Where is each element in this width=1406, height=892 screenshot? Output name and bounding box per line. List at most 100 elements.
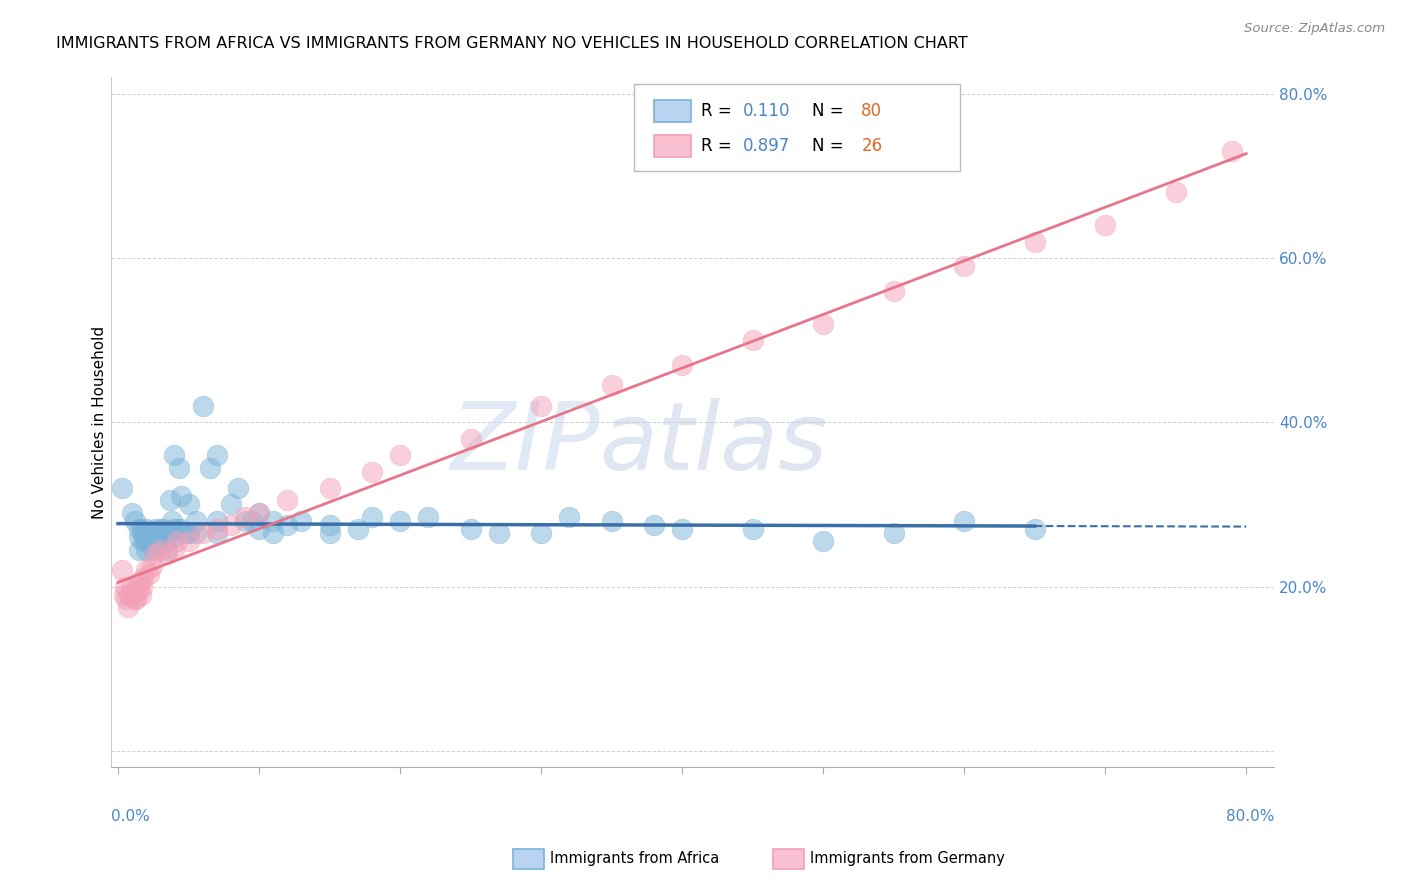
Point	[149, 530, 172, 544]
Point	[141, 559, 163, 574]
Point	[129, 588, 152, 602]
Point	[143, 547, 166, 561]
Point	[1024, 522, 1046, 536]
Point	[156, 542, 179, 557]
Point	[160, 514, 183, 528]
Point	[530, 399, 553, 413]
Point	[1164, 186, 1187, 200]
Point	[131, 522, 153, 536]
Point	[112, 588, 135, 602]
Point	[177, 526, 200, 541]
Point	[145, 526, 167, 541]
FancyBboxPatch shape	[654, 100, 692, 122]
Point	[136, 530, 159, 544]
Point	[135, 563, 157, 577]
Point	[389, 448, 412, 462]
Point	[811, 534, 834, 549]
Point	[118, 588, 141, 602]
Point	[163, 522, 186, 536]
Point	[318, 481, 340, 495]
Point	[156, 526, 179, 541]
Point	[671, 358, 693, 372]
Text: R =: R =	[700, 103, 737, 120]
Point	[883, 284, 905, 298]
Point	[138, 567, 160, 582]
Text: N =: N =	[813, 136, 849, 154]
Point	[134, 530, 156, 544]
Point	[142, 526, 165, 541]
Text: Source: ZipAtlas.com: Source: ZipAtlas.com	[1244, 22, 1385, 36]
Point	[741, 522, 763, 536]
Point	[167, 460, 190, 475]
Point	[146, 530, 169, 544]
Point	[262, 514, 284, 528]
Point	[460, 522, 482, 536]
Point	[811, 317, 834, 331]
Point	[150, 526, 173, 541]
Text: Immigrants from Germany: Immigrants from Germany	[810, 852, 1005, 866]
Point	[128, 542, 150, 557]
Point	[558, 509, 581, 524]
Point	[135, 542, 157, 557]
Text: 80.0%: 80.0%	[1226, 809, 1274, 823]
Point	[124, 591, 146, 606]
Point	[128, 522, 150, 536]
Point	[122, 583, 145, 598]
Point	[184, 514, 207, 528]
Point	[191, 399, 214, 413]
Point	[184, 526, 207, 541]
Point	[121, 580, 143, 594]
Point	[159, 493, 181, 508]
Point	[166, 534, 188, 549]
Point	[139, 530, 162, 544]
Point	[205, 522, 228, 536]
Text: 0.110: 0.110	[742, 103, 790, 120]
Point	[141, 534, 163, 549]
Point	[174, 526, 197, 541]
Point	[120, 588, 142, 602]
Point	[953, 260, 976, 274]
Point	[128, 530, 150, 544]
Point	[138, 534, 160, 549]
Point	[177, 534, 200, 549]
Text: N =: N =	[813, 103, 849, 120]
Point	[163, 530, 186, 544]
Point	[138, 526, 160, 541]
Point	[156, 547, 179, 561]
Point	[125, 591, 148, 606]
Point	[389, 514, 412, 528]
Point	[156, 534, 179, 549]
Point	[360, 509, 382, 524]
Point	[124, 514, 146, 528]
Point	[121, 506, 143, 520]
Point	[360, 465, 382, 479]
Text: ZIP: ZIP	[450, 398, 599, 489]
Y-axis label: No Vehicles in Household: No Vehicles in Household	[93, 326, 107, 519]
Point	[219, 498, 242, 512]
Point	[177, 498, 200, 512]
Point	[643, 518, 665, 533]
Point	[276, 518, 298, 533]
Point	[600, 378, 623, 392]
Text: 0.0%: 0.0%	[111, 809, 149, 823]
FancyBboxPatch shape	[634, 85, 960, 170]
Point	[111, 563, 134, 577]
Point	[132, 571, 155, 585]
Point	[149, 542, 172, 557]
Point	[276, 493, 298, 508]
Point	[163, 542, 186, 557]
Point	[132, 526, 155, 541]
Text: IMMIGRANTS FROM AFRICA VS IMMIGRANTS FROM GERMANY NO VEHICLES IN HOUSEHOLD CORRE: IMMIGRANTS FROM AFRICA VS IMMIGRANTS FRO…	[56, 36, 967, 51]
Point	[166, 522, 188, 536]
Point	[163, 448, 186, 462]
Point	[205, 526, 228, 541]
Point	[155, 530, 177, 544]
Point	[146, 534, 169, 549]
Point	[117, 600, 139, 615]
FancyBboxPatch shape	[654, 135, 692, 157]
Text: 0.897: 0.897	[742, 136, 790, 154]
Point	[530, 526, 553, 541]
Point	[418, 509, 440, 524]
Point	[128, 575, 150, 590]
Point	[205, 448, 228, 462]
